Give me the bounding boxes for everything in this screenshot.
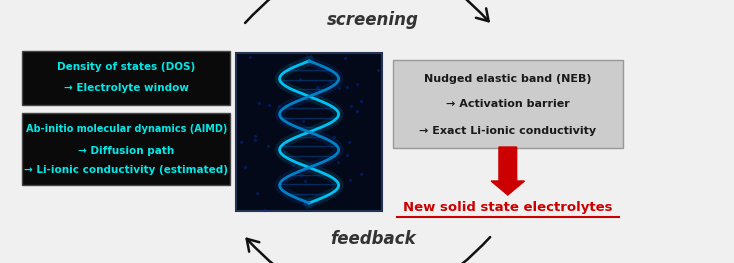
FancyBboxPatch shape bbox=[22, 113, 230, 185]
Text: feedback: feedback bbox=[330, 230, 416, 248]
Text: screening: screening bbox=[327, 11, 419, 29]
Text: New solid state electrolytes: New solid state electrolytes bbox=[403, 201, 613, 215]
FancyBboxPatch shape bbox=[393, 60, 623, 148]
FancyBboxPatch shape bbox=[22, 51, 230, 105]
FancyArrowPatch shape bbox=[247, 237, 490, 263]
FancyArrowPatch shape bbox=[245, 0, 489, 23]
Text: Ab-initio molecular dynamics (AIMD): Ab-initio molecular dynamics (AIMD) bbox=[26, 124, 227, 134]
Text: Nudged elastic band (NEB): Nudged elastic band (NEB) bbox=[424, 74, 592, 84]
Polygon shape bbox=[491, 147, 525, 195]
Text: Density of states (DOS): Density of states (DOS) bbox=[57, 62, 195, 72]
Text: → Exact Li-ionic conductivity: → Exact Li-ionic conductivity bbox=[419, 126, 596, 136]
Text: → Diffusion path: → Diffusion path bbox=[78, 146, 174, 156]
Text: → Electrolyte window: → Electrolyte window bbox=[64, 83, 189, 93]
Text: → Li-ionic conductivity (estimated): → Li-ionic conductivity (estimated) bbox=[24, 165, 228, 175]
FancyBboxPatch shape bbox=[236, 53, 382, 211]
Text: → Activation barrier: → Activation barrier bbox=[446, 99, 570, 109]
